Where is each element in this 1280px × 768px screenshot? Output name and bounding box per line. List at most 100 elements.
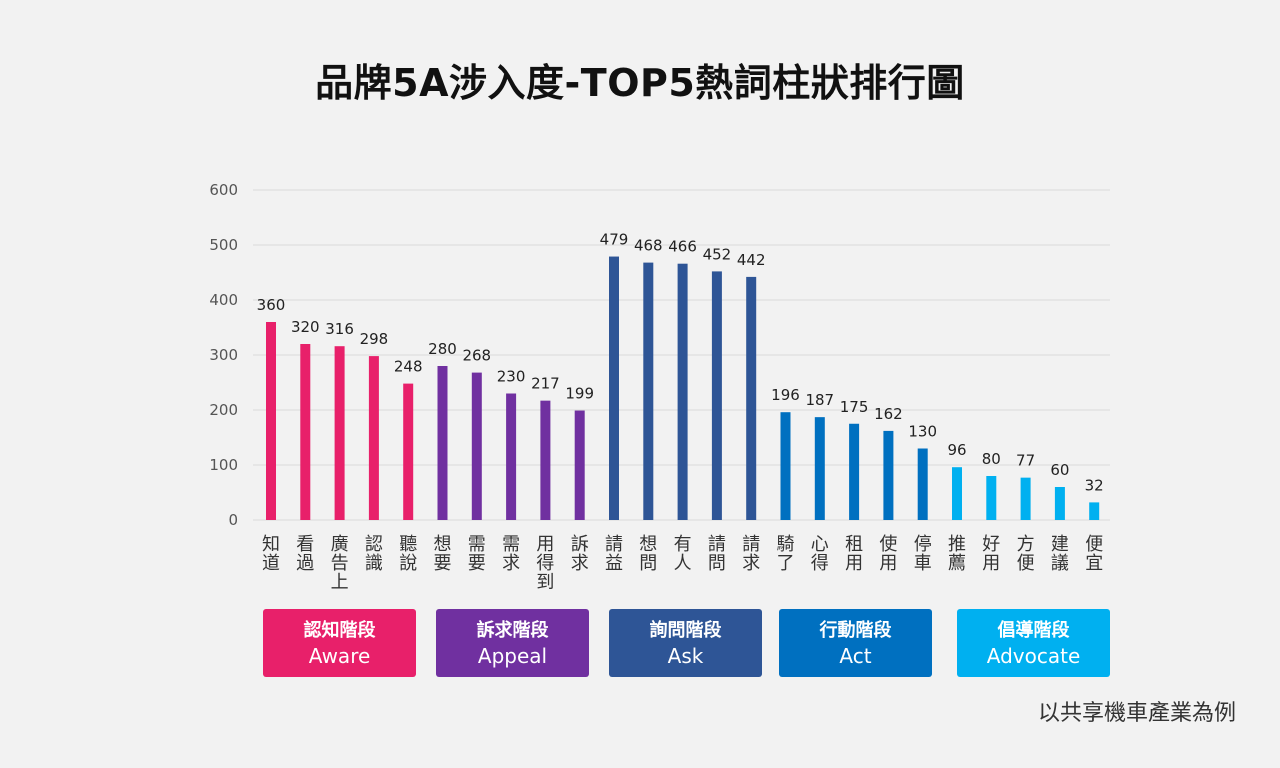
- category-label: 聽說: [399, 534, 417, 574]
- stage-label-en: Aware: [308, 644, 371, 668]
- value-label: 248: [394, 358, 423, 376]
- bar: [814, 417, 825, 520]
- value-label: 320: [291, 318, 320, 336]
- category-label: 請求: [742, 534, 760, 574]
- category-label-char: 心: [811, 534, 829, 555]
- stage-label-en: Ask: [667, 644, 704, 668]
- category-label-char: 認: [365, 534, 383, 555]
- category-label: 便宜: [1085, 534, 1103, 574]
- category-label-char: 需: [502, 534, 520, 555]
- value-label: 77: [1016, 452, 1035, 470]
- category-label-char: 聽: [399, 534, 417, 555]
- value-label: 162: [874, 405, 903, 423]
- category-label-char: 到: [536, 572, 554, 593]
- stage-label-zh: 詢問階段: [649, 620, 722, 641]
- stage-label-en: Act: [839, 644, 872, 668]
- category-label-char: 了: [777, 553, 795, 574]
- category-label: 建議: [1051, 534, 1069, 574]
- bar: [746, 276, 757, 520]
- category-label: 知道: [262, 534, 280, 574]
- category-label-char: 請: [742, 534, 760, 555]
- bar: [1089, 502, 1100, 520]
- bar: [849, 423, 860, 520]
- category-label: 想要: [434, 534, 452, 574]
- category-label-char: 便: [1017, 553, 1035, 574]
- bar: [368, 356, 379, 520]
- category-label-char: 道: [262, 553, 280, 574]
- category-label: 需求: [502, 534, 520, 574]
- bar: [986, 476, 997, 520]
- category-label-char: 便: [1085, 534, 1103, 555]
- bar: [403, 383, 414, 520]
- category-label: 認識: [365, 534, 383, 574]
- y-tick-label: 200: [209, 401, 238, 419]
- value-label: 360: [257, 296, 286, 314]
- stage-box-ask: 詢問階段 Ask: [609, 609, 762, 677]
- value-label: 196: [771, 386, 800, 404]
- category-label: 心得: [811, 534, 829, 574]
- bar: [1054, 487, 1065, 520]
- value-label: 316: [325, 320, 354, 338]
- bar: [471, 372, 482, 520]
- category-label: 停車: [914, 534, 932, 574]
- category-label-char: 人: [674, 553, 692, 574]
- value-label: 217: [531, 375, 560, 393]
- category-label-char: 看: [296, 534, 314, 555]
- category-label-char: 用: [879, 553, 897, 574]
- y-tick-label: 100: [209, 456, 238, 474]
- value-label: 268: [462, 347, 491, 365]
- value-label: 80: [982, 450, 1001, 468]
- value-label: 60: [1050, 461, 1069, 479]
- category-label: 需要: [468, 534, 486, 574]
- category-label-char: 求: [742, 553, 760, 574]
- category-label-char: 上: [331, 572, 349, 593]
- bar: [952, 467, 962, 520]
- y-tick-label: 0: [228, 511, 238, 529]
- category-label-char: 求: [502, 553, 520, 574]
- category-label: 想問: [639, 534, 657, 574]
- bar: [506, 393, 517, 520]
- value-label: 280: [428, 340, 457, 358]
- stage-label-zh: 行動階段: [819, 620, 892, 641]
- category-label-char: 薦: [948, 553, 966, 574]
- category-label-char: 騎: [777, 534, 795, 555]
- category-label-char: 請: [605, 534, 623, 555]
- category-label-char: 好: [982, 534, 1000, 555]
- category-label-char: 方: [1017, 534, 1035, 555]
- bar: [711, 271, 722, 520]
- value-label: 466: [668, 238, 697, 256]
- stage-box-appeal: 訴求階段 Appeal: [436, 609, 589, 677]
- footnote: 以共享機車產業為例: [1037, 701, 1236, 726]
- value-label: 32: [1085, 476, 1104, 494]
- category-label-char: 得: [811, 553, 829, 574]
- category-label: 用得到: [536, 534, 554, 593]
- category-label-char: 停: [914, 534, 932, 555]
- category-label-char: 要: [468, 553, 486, 574]
- category-label-char: 建: [1051, 534, 1069, 555]
- bar: [780, 412, 791, 520]
- value-label: 187: [805, 391, 834, 409]
- category-label-char: 使: [879, 534, 897, 555]
- y-tick-label: 400: [209, 291, 238, 309]
- category-label: 訴求: [571, 534, 589, 574]
- bar: [266, 322, 276, 520]
- category-label: 方便: [1017, 534, 1035, 574]
- category-label-char: 宜: [1085, 553, 1103, 574]
- page-title: 品牌5A涉入度-TOP5熱詞柱狀排行圖: [315, 61, 965, 105]
- category-label: 好用: [982, 534, 1000, 574]
- category-label-char: 問: [708, 553, 726, 574]
- category-label: 使用: [879, 534, 897, 574]
- category-label: 請問: [708, 534, 726, 574]
- category-label-char: 告: [331, 553, 349, 574]
- y-tick-label: 500: [209, 236, 238, 254]
- value-label: 442: [737, 251, 766, 269]
- category-label-char: 用: [982, 553, 1000, 574]
- category-label-char: 需: [468, 534, 486, 555]
- category-label: 廣告上: [331, 534, 349, 593]
- category-label-char: 議: [1051, 553, 1069, 574]
- value-label: 199: [565, 385, 594, 403]
- y-tick-label: 600: [209, 181, 238, 199]
- value-label: 175: [840, 398, 869, 416]
- category-label-char: 想: [639, 534, 657, 555]
